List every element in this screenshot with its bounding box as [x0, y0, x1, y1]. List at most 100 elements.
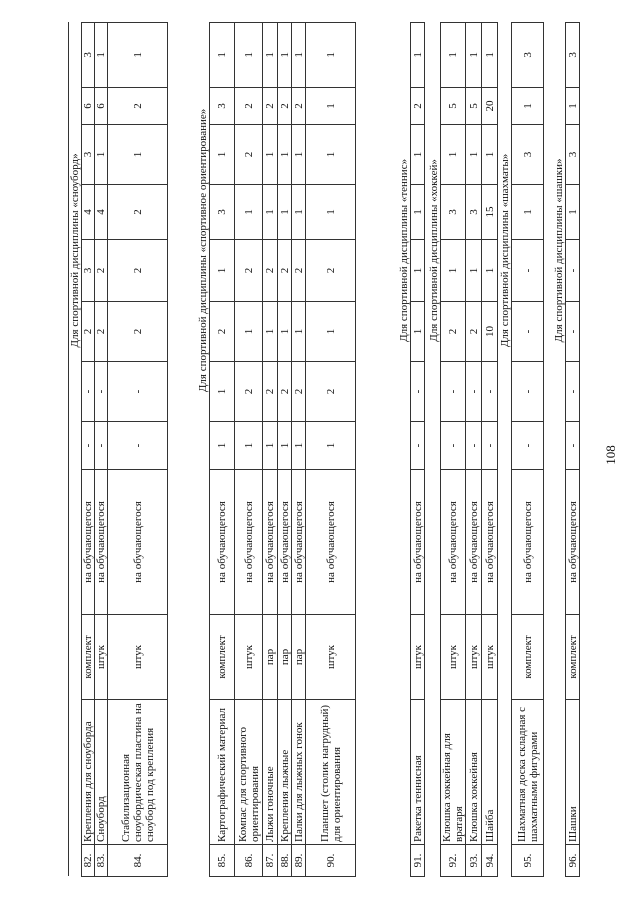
value-cell: -: [465, 361, 482, 422]
table-row: 86. Компас для спортивного ориентирования…: [234, 22, 263, 877]
item-name: Палки для лыжных гонок: [291, 699, 306, 845]
value-cell: 1: [481, 239, 498, 302]
value-cell: 2: [234, 239, 263, 302]
row-number: 90.: [305, 844, 356, 877]
item-name: Сноуборд: [94, 699, 108, 845]
table-row: 87. Лыжи гоночные пар на обучающегося 1 2 1 2 1 1…: [262, 22, 278, 877]
value-cell: 1: [291, 124, 306, 185]
value-cell: 2: [81, 301, 95, 362]
value-cell: 2: [234, 361, 263, 422]
value-cell: -: [565, 361, 580, 422]
value-cell: -: [465, 421, 482, 470]
value-cell: -: [94, 421, 108, 470]
value-cell: 1: [277, 22, 292, 88]
value-cell: -: [410, 361, 425, 422]
value-cell: 1: [511, 184, 544, 240]
value-cell: 1: [305, 421, 356, 470]
value-cell: 3: [565, 22, 580, 88]
row-number: 96.: [565, 844, 580, 877]
unit-of-measure: штук: [410, 614, 425, 700]
value-cell: 1: [107, 22, 168, 88]
value-cell: 2: [209, 301, 235, 362]
value-cell: 1: [234, 421, 263, 470]
value-cell: -: [511, 361, 544, 422]
value-cell: 3: [209, 87, 235, 125]
row-number: 85.: [209, 844, 235, 877]
table-row: 82. Крепления для сноуборда комплект на обу…: [81, 22, 95, 877]
value-cell: -: [107, 361, 168, 422]
value-cell: 1: [511, 87, 544, 125]
value-cell: 1: [305, 301, 356, 362]
value-cell: -: [481, 361, 498, 422]
value-cell: 1: [440, 22, 466, 88]
unit-of-measure: пар: [277, 614, 292, 700]
value-cell: 5: [465, 87, 482, 125]
value-cell: 3: [440, 184, 466, 240]
table-row: 92. Клюшка хоккейная для вратаря штук на об…: [440, 22, 466, 877]
value-cell: 1: [410, 239, 425, 302]
value-cell: 2: [277, 87, 292, 125]
row-number: 93.: [465, 844, 482, 877]
table-row: 95. Шахматная доска складная с шахматными…: [511, 22, 544, 877]
value-cell: 2: [262, 239, 278, 302]
value-cell: 2: [262, 87, 278, 125]
value-cell: 1: [277, 184, 292, 240]
value-cell: -: [81, 361, 95, 422]
row-number: 91.: [410, 844, 425, 877]
value-cell: 10: [481, 301, 498, 362]
row-number: 83.: [94, 844, 108, 877]
value-cell: 1: [277, 421, 292, 470]
table-row: 89. Палки для лыжных гонок пар на обучающег…: [291, 22, 306, 877]
row-number: 89.: [291, 844, 306, 877]
value-cell: 2: [465, 301, 482, 362]
table-row: 88. Крепления лыжные пар на обучающегося 1 2 1…: [277, 22, 292, 877]
unit-of-measure: комплект: [209, 614, 235, 700]
value-cell: 1: [305, 22, 356, 88]
section-header-row: Для спортивной дисциплины «хоккей»: [424, 22, 441, 877]
allocation-basis: на обучающегося: [481, 469, 498, 615]
value-cell: 1: [262, 421, 278, 470]
value-cell: 2: [107, 184, 168, 240]
value-cell: 1: [209, 124, 235, 185]
table-row: 91. Ракетка теннисная штук на обучающегося -…: [410, 22, 425, 877]
row-number: 95.: [511, 844, 544, 877]
table-row: 90. Планшет (столик нагрудный) для ориент…: [305, 22, 356, 877]
value-cell: 1: [209, 421, 235, 470]
item-name: Крепления лыжные: [277, 699, 292, 845]
item-name: Клюшка хоккейная: [465, 699, 482, 845]
row-number: 88.: [277, 844, 292, 877]
value-cell: 4: [94, 184, 108, 240]
unit-of-measure: штук: [481, 614, 498, 700]
value-cell: 3: [511, 22, 544, 88]
value-cell: 1: [277, 301, 292, 362]
equipment-table: Для спортивной дисциплины «сноуборд» 82. К…: [68, 22, 580, 877]
value-cell: 2: [410, 87, 425, 125]
allocation-basis: на обучающегося: [410, 469, 425, 615]
item-name: Клюшка хоккейная для вратаря: [440, 699, 466, 845]
value-cell: 2: [440, 301, 466, 362]
unit-of-measure: штук: [234, 614, 263, 700]
value-cell: 2: [291, 239, 306, 302]
value-cell: 1: [565, 87, 580, 125]
allocation-basis: на обучающегося: [209, 469, 235, 615]
item-name: Планшет (столик нагрудный) для ориентиро…: [305, 699, 356, 845]
value-cell: 6: [94, 87, 108, 125]
section-header-row: Для спортивной дисциплины «сноуборд»: [68, 22, 82, 877]
value-cell: 1: [209, 22, 235, 88]
value-cell: 2: [291, 87, 306, 125]
value-cell: 1: [481, 22, 498, 88]
value-cell: 2: [107, 301, 168, 362]
unit-of-measure: штук: [305, 614, 356, 700]
value-cell: 1: [291, 184, 306, 240]
value-cell: 1: [94, 22, 108, 88]
item-name: Компас для спортивного ориентирования: [234, 699, 263, 845]
value-cell: -: [440, 421, 466, 470]
value-cell: 1: [305, 184, 356, 240]
value-cell: -: [565, 239, 580, 302]
unit-of-measure: пар: [291, 614, 306, 700]
item-name: Шашки: [565, 699, 580, 845]
value-cell: 1: [465, 239, 482, 302]
section-header-row: Для спортивной дисциплины «шахматы»: [497, 22, 512, 877]
table-row: 94. Шайба штук на обучающегося - -10 1 15 1 20 1: [481, 22, 498, 877]
table-row: 85. Картографический материал комплект на о…: [209, 22, 235, 877]
